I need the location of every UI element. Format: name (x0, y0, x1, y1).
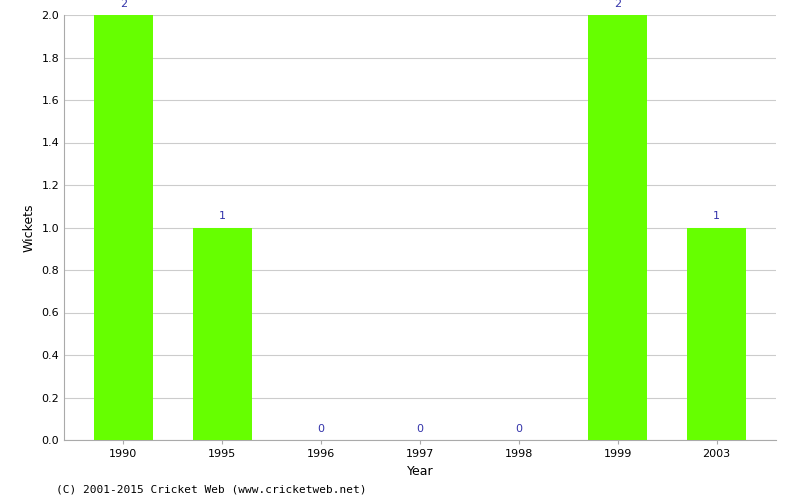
Bar (588, 15, 647, 440)
Y-axis label: Wickets: Wickets (23, 203, 36, 252)
Text: 0: 0 (515, 424, 522, 434)
Text: 0: 0 (417, 424, 423, 434)
Bar (94, 15, 153, 440)
Text: 0: 0 (318, 424, 325, 434)
Text: 2: 2 (614, 0, 622, 8)
Text: 1: 1 (713, 211, 720, 221)
Text: (C) 2001-2015 Cricket Web (www.cricketweb.net): (C) 2001-2015 Cricket Web (www.cricketwe… (56, 485, 366, 495)
X-axis label: Year: Year (406, 464, 434, 477)
Text: 1: 1 (218, 211, 226, 221)
Bar (193, 228, 252, 440)
Text: 2: 2 (120, 0, 127, 8)
Bar (687, 228, 746, 440)
